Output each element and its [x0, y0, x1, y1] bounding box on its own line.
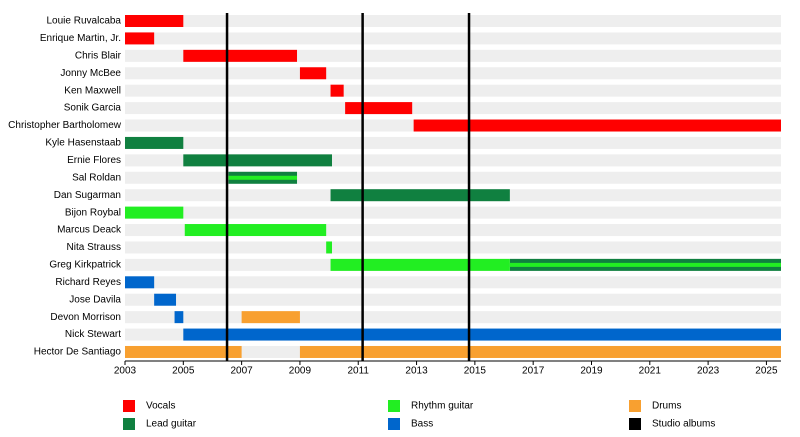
member-bar	[413, 119, 781, 132]
x-tick-label: 2019	[580, 366, 603, 377]
member-label: Jose Davila	[69, 294, 121, 305]
row-band	[125, 84, 781, 97]
legend-label: Lead guitar	[146, 419, 197, 430]
member-bar	[125, 276, 155, 289]
legend-label: Bass	[411, 419, 433, 430]
member-bar	[299, 345, 781, 358]
row-band	[125, 136, 781, 149]
member-bar	[125, 345, 242, 358]
member-bar	[326, 241, 333, 254]
row-band	[125, 206, 781, 219]
x-tick-label: 2021	[639, 366, 662, 377]
x-tick-label: 2015	[464, 366, 487, 377]
member-bar	[125, 136, 184, 149]
member-bar	[154, 293, 177, 306]
member-bar	[330, 84, 344, 97]
legend-swatch	[123, 418, 135, 430]
legend-swatch	[629, 418, 641, 430]
row-band	[125, 15, 781, 27]
x-tick-label: 2011	[347, 366, 369, 377]
member-bar	[184, 224, 327, 237]
member-label: Jonny McBee	[60, 68, 121, 79]
member-label: Kyle Hasenstaab	[45, 138, 121, 149]
legend-label: Drums	[652, 401, 681, 412]
x-tick-label: 2017	[522, 366, 545, 377]
member-label: Louie Ruvalcaba	[47, 16, 122, 27]
member-label: Greg Kirkpatrick	[49, 260, 122, 271]
row-band	[125, 32, 781, 45]
member-bar	[228, 175, 298, 180]
member-bar	[330, 258, 510, 271]
legend-swatch	[388, 400, 400, 412]
member-label: Bijon Roybal	[65, 207, 121, 218]
row-band	[125, 67, 781, 80]
member-bar	[174, 311, 184, 324]
member-label: Nita Strauss	[67, 242, 121, 253]
legend-swatch	[123, 400, 135, 412]
x-tick-label: 2003	[114, 366, 137, 377]
legend-label: Rhythm guitar	[411, 401, 474, 412]
legend-swatch	[629, 400, 641, 412]
member-label: Chris Blair	[75, 50, 122, 61]
member-bar	[125, 206, 184, 219]
row-band	[125, 102, 781, 115]
x-tick-label: 2025	[755, 366, 778, 377]
member-label: Enrique Martin, Jr.	[40, 33, 121, 44]
member-label: Sonik Garcia	[64, 103, 122, 114]
row-band	[125, 293, 781, 306]
member-bar	[299, 67, 327, 80]
member-label: Ken Maxwell	[64, 85, 121, 96]
member-label: Marcus Deack	[57, 225, 122, 236]
member-bar	[183, 328, 782, 341]
member-label: Sal Roldan	[72, 172, 121, 183]
row-band	[125, 276, 781, 289]
member-bar	[125, 32, 155, 45]
member-label: Ernie Flores	[67, 155, 121, 166]
member-bar	[345, 102, 413, 115]
row-band	[125, 241, 781, 254]
member-bar	[241, 311, 300, 324]
row-band	[125, 311, 781, 324]
x-tick-label: 2007	[230, 366, 253, 377]
x-tick-label: 2013	[405, 366, 428, 377]
x-tick-label: 2009	[289, 366, 312, 377]
member-label: Devon Morrison	[50, 312, 121, 323]
row-band	[125, 171, 781, 184]
legend-label: Studio albums	[652, 419, 715, 430]
member-bar	[330, 189, 510, 202]
legend-swatch	[388, 418, 400, 430]
member-bar	[183, 49, 298, 62]
member-bar	[509, 262, 781, 267]
member-label: Christopher Bartholomew	[8, 120, 122, 131]
member-label: Dan Sugarman	[54, 190, 121, 201]
member-label: Richard Reyes	[55, 277, 121, 288]
member-label: Hector De Santiago	[34, 347, 122, 358]
member-bar	[125, 15, 184, 27]
x-tick-label: 2023	[697, 366, 720, 377]
x-tick-label: 2005	[172, 366, 195, 377]
legend-label: Vocals	[146, 401, 175, 412]
member-label: Nick Stewart	[65, 329, 121, 340]
member-bar	[183, 154, 333, 167]
